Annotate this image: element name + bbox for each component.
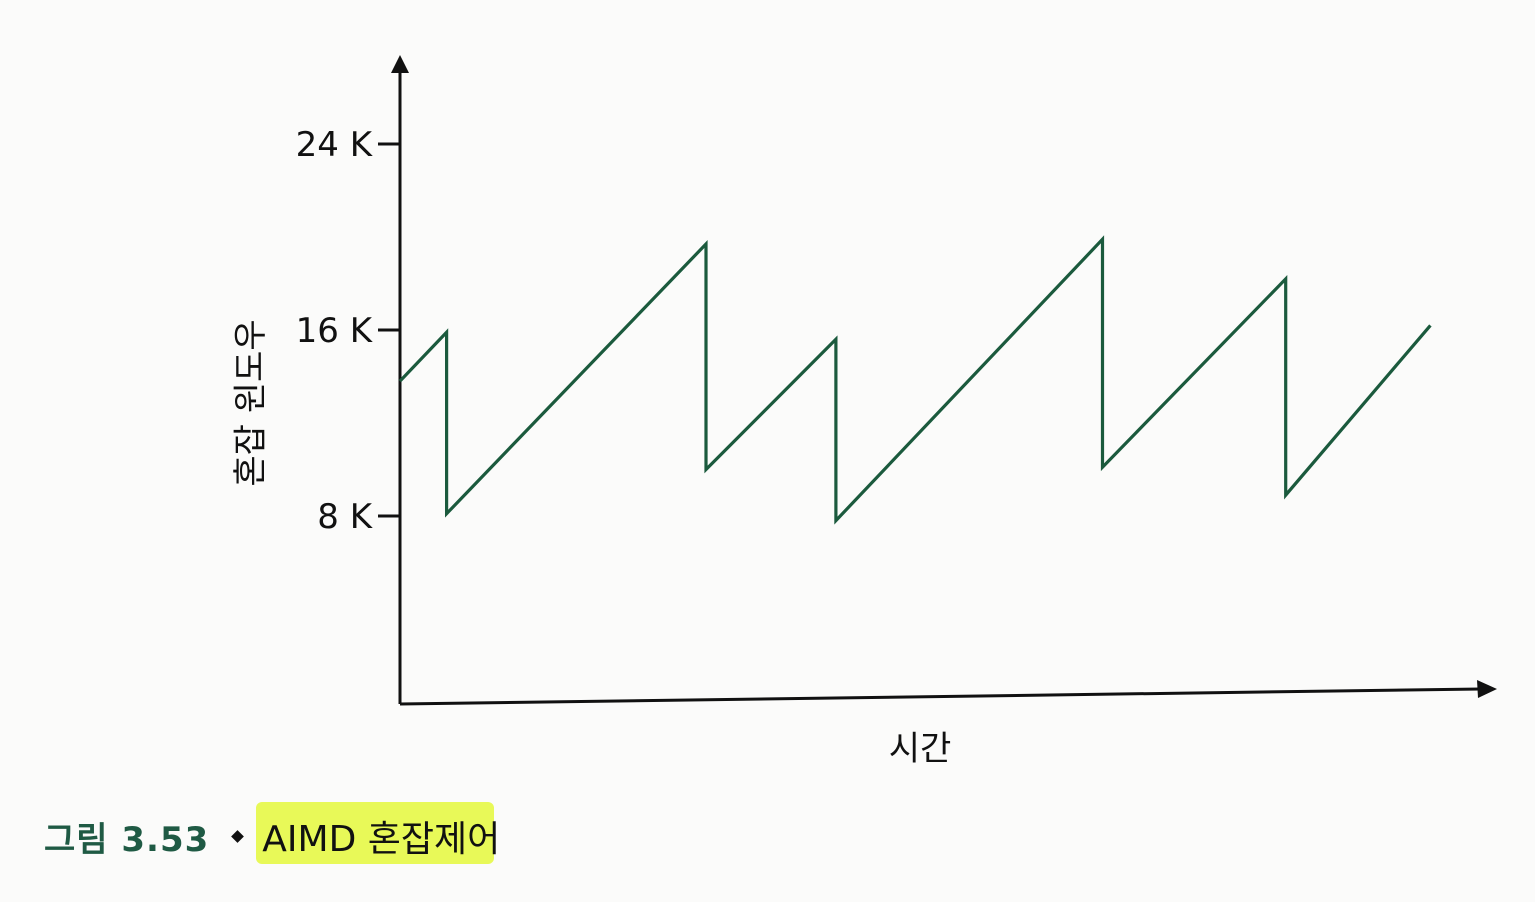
highlighter-mark	[256, 802, 495, 864]
figure-title: AIMD 혼잡제어	[256, 802, 506, 864]
x-axis-label: 시간	[889, 729, 952, 769]
x-axis-line	[399, 687, 1482, 706]
y-tick-label: 8 K	[317, 497, 373, 537]
congestion-window-line	[398, 235, 1432, 525]
diamond-bullet-icon	[231, 829, 245, 843]
figure-caption: 그림 3.53 AIMD 혼잡제어	[44, 802, 506, 864]
figure-title-text: AIMD 혼잡제어	[262, 819, 501, 860]
chart-axes	[391, 55, 1497, 706]
y-tick-label: 24 K	[296, 125, 374, 165]
y-axis-arrow-icon	[391, 55, 409, 73]
y-tick-label: 16 K	[296, 311, 374, 351]
figure-number: 그림 3.53	[44, 819, 210, 860]
y-axis-ticks: 8 K 16 K 24 K	[296, 125, 400, 537]
x-axis-arrow-icon	[1477, 680, 1497, 698]
chart-series	[398, 235, 1432, 525]
y-axis-label: 혼잡 윈도우	[231, 319, 271, 486]
